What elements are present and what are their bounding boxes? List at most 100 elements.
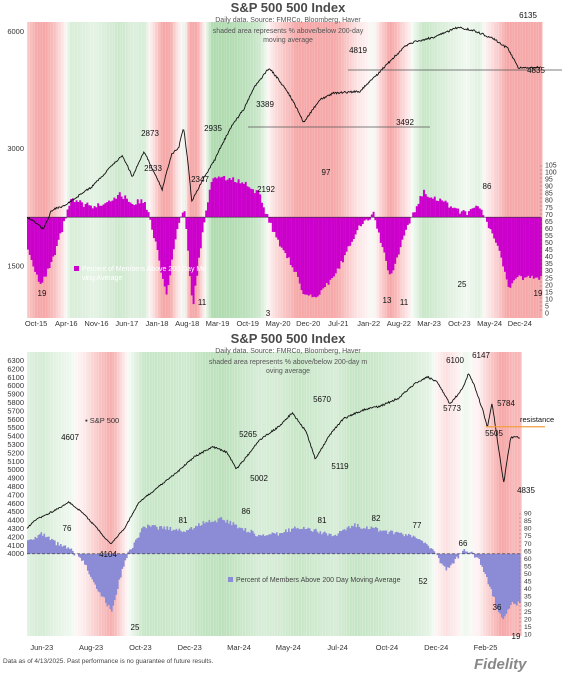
breadth-bar [37,535,40,554]
breadth-bar [349,528,352,554]
breadth-bar [156,527,158,554]
background-band [247,22,250,318]
background-band [513,352,516,636]
background-band [486,352,489,636]
data-label: 11 [400,298,409,307]
breadth-bar [286,217,289,259]
breadth-bar [102,204,105,218]
background-band [223,22,226,318]
background-band [259,22,261,318]
background-band [369,22,372,318]
breadth-bar [70,199,73,218]
breadth-bar [228,178,231,218]
background-band [518,22,521,318]
breadth-bar [66,209,69,218]
background-band [55,352,58,636]
background-band [499,352,501,636]
background-band [238,22,241,318]
breadth-bar [232,177,235,218]
background-band [452,352,455,636]
background-band [220,22,223,318]
background-band [28,352,31,636]
background-band [347,22,349,318]
breadth-bar [315,217,317,298]
breadth-bar [55,545,58,554]
background-band [460,352,463,636]
background-band [339,22,341,318]
background-band [46,22,49,318]
breadth-bar [370,526,373,554]
breadth-bar [57,217,60,240]
background-band [262,22,265,318]
breadth-bar [252,189,254,218]
background-band [396,352,399,636]
breadth-bar [466,215,469,218]
background-band [379,352,381,636]
breadth-bar [415,538,418,554]
breadth-bar [448,553,451,568]
breadth-bar [59,217,62,234]
background-band [427,352,429,636]
background-band [188,352,191,636]
background-band [150,352,153,636]
y-tick-label-right: 25 [524,609,532,616]
background-band [105,352,108,636]
y-tick-label-left: 4400 [7,516,24,525]
background-band [51,352,53,636]
breadth-bar [498,553,500,613]
background-band [430,352,433,636]
background-band [255,22,258,318]
background-band [57,352,60,636]
background-band [145,352,148,636]
background-band [412,22,415,318]
breadth-bar [437,201,440,218]
background-band [95,22,98,318]
breadth-bar [100,205,103,218]
breadth-bar [192,529,194,554]
background-band [75,22,77,318]
breadth-bar [36,217,38,275]
background-band [276,352,279,636]
breadth-bar [205,210,208,218]
breadth-bar [382,530,385,554]
background-band [97,22,100,318]
breadth-bar [403,217,406,236]
breadth-bar [212,178,215,218]
breadth-bar [342,217,344,263]
background-band [79,352,82,636]
background-band [507,352,509,636]
background-band [73,22,76,318]
breadth-bar [409,534,412,554]
breadth-bar [184,532,187,554]
legend-label: Percent of Members Above 200 Day Mo [82,266,206,273]
background-band [139,22,141,318]
breadth-bar [210,182,213,218]
background-band [243,352,245,636]
breadth-bar [216,522,218,554]
background-band [297,22,300,318]
background-band [345,22,348,318]
y-tick-label-left: 5500 [7,423,24,432]
breadth-bar [84,204,87,218]
background-band [273,22,276,318]
background-band [289,22,292,318]
breadth-bar [345,530,347,554]
background-band [124,352,127,636]
x-tick-label: Oct-24 [376,643,399,652]
breadth-bar [325,533,328,554]
breadth-bar [360,528,362,554]
background-band [36,22,39,318]
y-tick-label-right: 30 [524,601,532,608]
breadth-bar [82,553,85,561]
background-band [297,352,300,636]
y-tick-label-right: 45 [524,579,532,586]
background-band [423,22,426,318]
x-tick-label: Jun-23 [30,643,53,652]
x-tick-label: Mar-23 [417,319,441,328]
breadth-bar [532,217,535,279]
breadth-bar [354,217,357,235]
breadth-bar [490,553,493,590]
breadth-bar [534,217,537,278]
background-band [419,352,421,636]
background-band [367,22,370,318]
